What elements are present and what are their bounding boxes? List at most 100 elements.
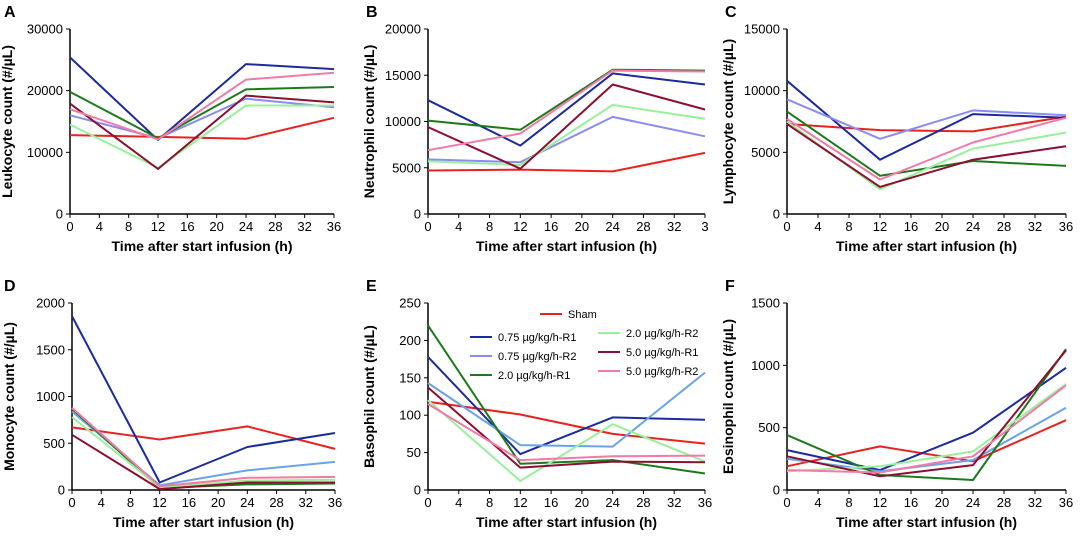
- x-tick-label-c: 36: [1059, 219, 1073, 234]
- y-tick-label-e: 200: [399, 333, 421, 348]
- legend-label-075-r2: 0.75 µg/kg/h-R2: [498, 351, 577, 363]
- series-line-e-3: [427, 324, 706, 475]
- series-line-e-4: [427, 399, 706, 482]
- x-tick-label-e: 16: [544, 495, 558, 510]
- x-tick-label-c: 4: [814, 219, 821, 234]
- series-line-f-2: [786, 406, 1067, 473]
- panel-f: F 0 4 8 12 16 20 24 28 32 36 0 500 1000 1500 Time after…: [720, 278, 1073, 530]
- x-tick-label-b: 0: [424, 219, 431, 234]
- series-line-b-6: [427, 69, 706, 152]
- x-axis-label-f: Time after start infusion (h): [836, 514, 1017, 530]
- x-tick-label-d: 32: [299, 495, 313, 510]
- series-line-f-3: [786, 348, 1067, 481]
- x-tick-label-c: 32: [1028, 219, 1042, 234]
- series-line-f-4: [786, 383, 1067, 473]
- x-tick-label-a: 12: [151, 219, 165, 234]
- x-tick-label-a: 16: [180, 219, 194, 234]
- x-tick-label-b: 28: [636, 219, 650, 234]
- y-tick-label-d: 500: [43, 436, 65, 451]
- legend: Sham 0.75 µg/kg/h-R1 0.75 µg/kg/h-R2 2.0…: [470, 309, 698, 382]
- x-axis-label-a: Time after start infusion (h): [112, 238, 293, 254]
- x-tick-label-a: 4: [96, 219, 103, 234]
- legend-label-50-r1: 5.0 µg/kg/h-R1: [626, 347, 698, 359]
- series-line-d-5: [71, 433, 335, 491]
- series-line-d-1: [71, 315, 336, 484]
- series-line-b-1: [427, 72, 706, 147]
- y-axis-label-e: Basophil count (#/µL): [361, 325, 377, 468]
- y-axis-label-f: Eosinophil count (#/µL): [720, 319, 736, 474]
- y-tick-label-c: 5000: [751, 145, 780, 160]
- x-tick-label-a: 32: [297, 219, 311, 234]
- series-line-f-6: [786, 384, 1067, 474]
- x-tick-label-d: 24: [240, 495, 254, 510]
- series-line-f-5: [786, 349, 1067, 478]
- panel-label-b: B: [366, 4, 378, 21]
- series-line-c-2: [786, 98, 1067, 140]
- y-tick-label-c: 0: [773, 207, 780, 222]
- x-tick-label-e: 12: [513, 495, 527, 510]
- series-line-f-1: [786, 366, 1067, 472]
- series-line-b-2: [427, 115, 706, 164]
- panel-label-a: A: [4, 4, 16, 21]
- y-tick-label-f: 1000: [751, 358, 780, 373]
- x-tick-label-f: 32: [1028, 495, 1042, 510]
- series-line-a-6: [69, 71, 335, 141]
- x-tick-label-e: 32: [667, 495, 681, 510]
- series-line-c-0: [786, 115, 1067, 133]
- panel-b: B 0 4 8 12 16 20 24 28 32 3 0 5000 10000 15000 20000 Tim…: [361, 4, 709, 254]
- y-tick-label-e: 250: [399, 296, 421, 311]
- x-tick-label-f: 20: [935, 495, 949, 510]
- series-line-a-3: [69, 86, 335, 140]
- series-line-b-4: [427, 103, 706, 166]
- y-tick-label-e: 100: [399, 408, 421, 423]
- y-tick-label-b: 0: [414, 207, 421, 222]
- x-tick-label-d: 20: [211, 495, 225, 510]
- y-tick-label-e: 0: [414, 483, 421, 498]
- y-axis-label-b: Neutrophil count (#/µL): [361, 45, 377, 199]
- x-tick-label-a: 24: [239, 219, 253, 234]
- x-axis-label-e: Time after start infusion (h): [476, 514, 657, 530]
- series-line-f-0: [786, 419, 1067, 468]
- panel-d: D 0 4 8 12 16 20 24 28 32 36 0 500 1000 1500 2000 Time a…: [1, 278, 342, 530]
- x-tick-label-e: 24: [605, 495, 619, 510]
- x-tick-label-f: 8: [845, 495, 852, 510]
- x-tick-label-e: 36: [698, 495, 712, 510]
- x-tick-label-d: 0: [68, 495, 75, 510]
- x-tick-label-f: 24: [966, 495, 980, 510]
- y-axis-label-a: Leukocyte count (#/µL): [0, 45, 15, 198]
- x-tick-label-b: 32: [667, 219, 681, 234]
- panel-e: E 0 4 8 12 16 20 24 28 32 36 0 50 100 150 200 250 Time af…: [361, 278, 712, 530]
- y-tick-label-c: 15000: [744, 22, 780, 37]
- x-tick-label-e: 4: [455, 495, 462, 510]
- x-tick-label-e: 0: [424, 495, 431, 510]
- x-tick-label-d: 4: [98, 495, 105, 510]
- y-tick-label-b: 5000: [392, 160, 421, 175]
- x-tick-label-b: 24: [605, 219, 619, 234]
- y-tick-label-a: 0: [56, 207, 63, 222]
- series-line-a-1: [69, 56, 335, 141]
- x-tick-label-c: 24: [966, 219, 980, 234]
- x-tick-label-e: 8: [486, 495, 493, 510]
- x-tick-label-f: 28: [997, 495, 1011, 510]
- x-tick-label-c: 12: [873, 219, 887, 234]
- x-tick-label-a: 0: [66, 219, 73, 234]
- y-tick-label-f: 0: [773, 483, 780, 498]
- x-tick-label-d: 36: [328, 495, 342, 510]
- series-line-c-6: [786, 116, 1067, 181]
- legend-label-075-r1: 0.75 µg/kg/h-R1: [498, 332, 577, 344]
- x-tick-label-f: 12: [873, 495, 887, 510]
- x-tick-label-b: 12: [513, 219, 527, 234]
- y-axis-label-d: Monocyte count (#/µL): [1, 322, 17, 471]
- x-tick-label-b: 3: [701, 219, 708, 234]
- series-line-e-1: [427, 356, 706, 456]
- y-tick-label-a: 30000: [27, 22, 63, 37]
- x-axis-label-d: Time after start infusion (h): [113, 514, 294, 530]
- legend-label-20-r1: 2.0 µg/kg/h-R1: [498, 370, 570, 382]
- x-tick-label-e: 20: [575, 495, 589, 510]
- x-tick-label-f: 36: [1059, 495, 1073, 510]
- series-line-a-2: [69, 97, 335, 140]
- x-tick-label-a: 20: [209, 219, 223, 234]
- series-line-e-6: [427, 403, 706, 462]
- x-tick-label-b: 20: [575, 219, 589, 234]
